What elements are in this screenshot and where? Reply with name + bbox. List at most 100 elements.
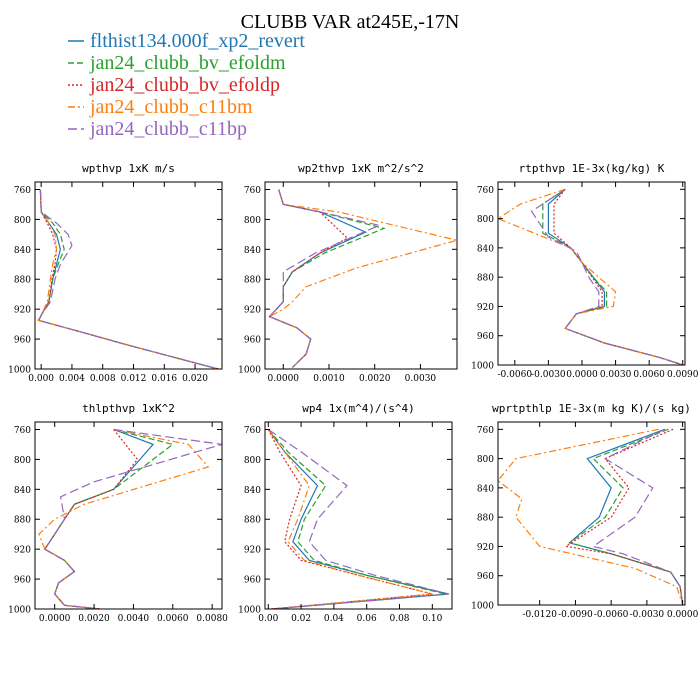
x-tick-label: 0.012 bbox=[121, 374, 147, 384]
panel-6: wprtpthlp 1E-3x(m kg K)/(s kg) 760 800 840 8… bbox=[471, 402, 699, 620]
series-line-1 bbox=[37, 189, 219, 369]
series-line-3 bbox=[564, 428, 684, 605]
y-tick-label: 960 bbox=[14, 336, 31, 346]
plot-frame bbox=[264, 181, 458, 370]
plot-frame bbox=[34, 421, 223, 610]
plot-frame bbox=[264, 421, 453, 610]
legend-label: jan24_clubb_bv_efoldp bbox=[89, 74, 280, 96]
legend-label: flthist134.000f_xp2_revert bbox=[90, 30, 305, 52]
y-tick-label: 1000 bbox=[238, 606, 261, 616]
legend-item: jan24_clubb_bv_efoldp bbox=[68, 74, 280, 96]
series-line-4 bbox=[37, 189, 219, 369]
legend-item: jan24_clubb_c11bp bbox=[68, 118, 247, 140]
y-tick-label: 760 bbox=[244, 186, 261, 196]
y-tick-label: 1000 bbox=[238, 366, 261, 376]
y-tick-label: 1000 bbox=[471, 602, 494, 612]
y-tick-label: 800 bbox=[14, 216, 31, 226]
y-tick-label: 920 bbox=[244, 546, 261, 556]
y-tick-label: 880 bbox=[244, 276, 261, 286]
y-tick-label: 880 bbox=[244, 516, 261, 526]
panel-title: wprtpthlp 1E-3x(m kg K)/(s kg) bbox=[492, 402, 691, 415]
y-tick-label: 1000 bbox=[8, 606, 31, 616]
series-line-1 bbox=[267, 429, 449, 609]
legend-item: flthist134.000f_xp2_revert bbox=[68, 30, 305, 52]
y-tick-label: 920 bbox=[244, 306, 261, 316]
y-tick-label: 920 bbox=[14, 546, 31, 556]
x-tick-label: 0.10 bbox=[422, 614, 442, 624]
x-tick-label: 0.0080 bbox=[196, 614, 228, 624]
y-tick-label: 800 bbox=[477, 215, 494, 225]
series-line-3 bbox=[37, 189, 219, 369]
y-tick-label: 800 bbox=[14, 456, 31, 466]
x-tick-label: 0.00 bbox=[258, 614, 278, 624]
y-tick-label: 840 bbox=[244, 486, 261, 496]
panel-1: wpthvp 1xK m/s76080084088092096010000.00… bbox=[8, 162, 223, 384]
x-tick-label: 0.08 bbox=[389, 614, 409, 624]
series-line-2 bbox=[267, 429, 446, 609]
y-tick-label: 880 bbox=[14, 516, 31, 526]
x-tick-label: -0.0030 bbox=[630, 610, 665, 620]
x-tick-label: 0.0000 bbox=[268, 374, 300, 384]
y-tick-label: 960 bbox=[477, 572, 494, 582]
x-tick-label: 0.0030 bbox=[600, 370, 632, 380]
y-tick-label: 840 bbox=[477, 484, 494, 494]
legend-item: jan24_clubb_bv_efoldm bbox=[68, 52, 286, 74]
y-tick-label: 760 bbox=[14, 426, 31, 436]
x-tick-label: 0.0040 bbox=[118, 614, 150, 624]
figure-title: CLUBB VAR at245E,-17N bbox=[241, 11, 460, 33]
x-tick-label: 0.0000 bbox=[39, 614, 71, 624]
series-line-2 bbox=[268, 189, 386, 368]
series-line-5 bbox=[591, 428, 684, 605]
y-tick-label: 960 bbox=[244, 576, 261, 586]
series-line-2 bbox=[37, 189, 219, 369]
y-tick-label: 760 bbox=[244, 426, 261, 436]
y-tick-label: 760 bbox=[477, 186, 494, 196]
panel-title: wpthvp 1xK m/s bbox=[82, 162, 175, 175]
y-tick-label: 880 bbox=[477, 274, 494, 284]
legend-label: jan24_clubb_c11bp bbox=[89, 118, 247, 140]
x-tick-label: 0.016 bbox=[151, 374, 177, 384]
series-line-4 bbox=[268, 189, 457, 368]
series-line-2 bbox=[542, 188, 683, 365]
series-line-1 bbox=[547, 188, 683, 365]
x-tick-label: 0.004 bbox=[59, 374, 85, 384]
x-tick-label: 0.000 bbox=[28, 374, 54, 384]
y-tick-label: 960 bbox=[244, 336, 261, 346]
panels: wpthvp 1xK m/s76080084088092096010000.00… bbox=[8, 162, 699, 624]
plot-frame bbox=[34, 181, 223, 370]
series-line-5 bbox=[530, 188, 683, 365]
x-tick-label: 0.04 bbox=[324, 614, 344, 624]
y-tick-label: 920 bbox=[477, 303, 494, 313]
panel-4: thlpthvp 1xK^2 760 800 840 880 920 960 1000 0.00… bbox=[8, 402, 228, 624]
series-line-4 bbox=[267, 429, 433, 609]
series-line-1 bbox=[568, 428, 684, 605]
series-line-1 bbox=[268, 189, 368, 368]
panel-2: wp2thvp 1xK m^2/s^2 760 800 840 880 920 960 100… bbox=[238, 162, 458, 384]
series-line-4 bbox=[498, 188, 683, 365]
x-tick-label: 0.020 bbox=[182, 374, 208, 384]
y-tick-label: 800 bbox=[477, 455, 494, 465]
y-tick-label: 920 bbox=[477, 543, 494, 553]
legend-label: jan24_clubb_bv_efoldm bbox=[89, 52, 286, 74]
y-tick-label: 880 bbox=[477, 514, 494, 524]
y-tick-label: 920 bbox=[14, 306, 31, 316]
panel-3: rtpthvp 1E-3x(kg/kg) K 760 800 840 880 920 960… bbox=[471, 162, 699, 380]
y-tick-label: 760 bbox=[477, 426, 494, 436]
x-tick-label: 0.0030 bbox=[405, 374, 437, 384]
x-tick-label: 0.02 bbox=[291, 614, 311, 624]
x-tick-label: -0.0030 bbox=[531, 370, 566, 380]
series-line-5 bbox=[43, 428, 222, 609]
x-tick-label: 0.0010 bbox=[313, 374, 345, 384]
x-tick-label: 0.0000 bbox=[566, 370, 598, 380]
y-tick-label: 840 bbox=[14, 246, 31, 256]
series-line-4 bbox=[498, 428, 684, 605]
x-tick-label: 0.008 bbox=[90, 374, 116, 384]
x-tick-label: 0.0060 bbox=[633, 370, 665, 380]
series-line-5 bbox=[268, 189, 382, 368]
y-tick-label: 760 bbox=[14, 186, 31, 196]
series-line-2 bbox=[568, 428, 684, 605]
y-tick-label: 1000 bbox=[471, 362, 494, 372]
series-line-3 bbox=[553, 188, 683, 365]
x-tick-label: 0.0090 bbox=[667, 370, 699, 380]
